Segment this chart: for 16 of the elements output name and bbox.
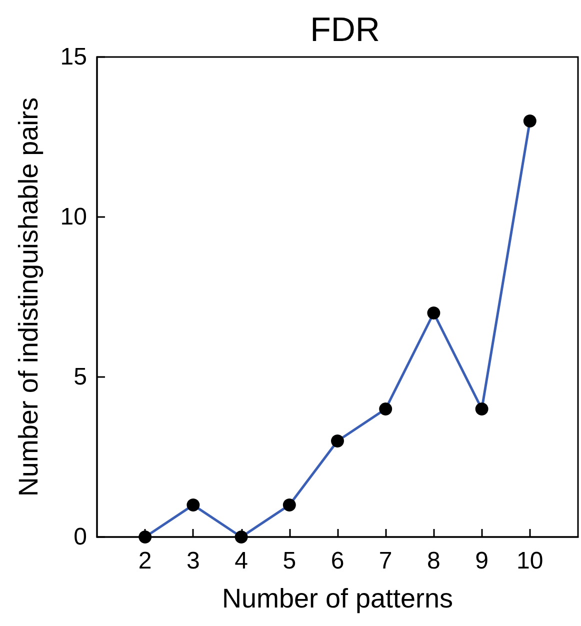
x-tick-label: 3 (186, 548, 200, 574)
x-axis-title: Number of patterns (222, 584, 454, 614)
x-tick-label: 6 (330, 548, 344, 574)
x-tick-label: 5 (282, 548, 296, 574)
y-tick-label: 0 (74, 524, 87, 550)
x-tick-label: 7 (378, 548, 392, 574)
y-tick-label: 10 (60, 204, 87, 230)
y-axis-title: Number of indistinguishable pairs (14, 97, 44, 497)
y-tick-label: 5 (74, 364, 87, 390)
x-tick-label: 8 (427, 548, 440, 574)
x-tick-label: 10 (516, 548, 544, 574)
x-tick-label: 2 (138, 548, 152, 574)
x-tick-label: 4 (234, 548, 248, 574)
x-tick-label: 9 (475, 548, 488, 574)
chart-title: FDR (310, 11, 380, 49)
y-tick-label: 15 (60, 44, 87, 70)
